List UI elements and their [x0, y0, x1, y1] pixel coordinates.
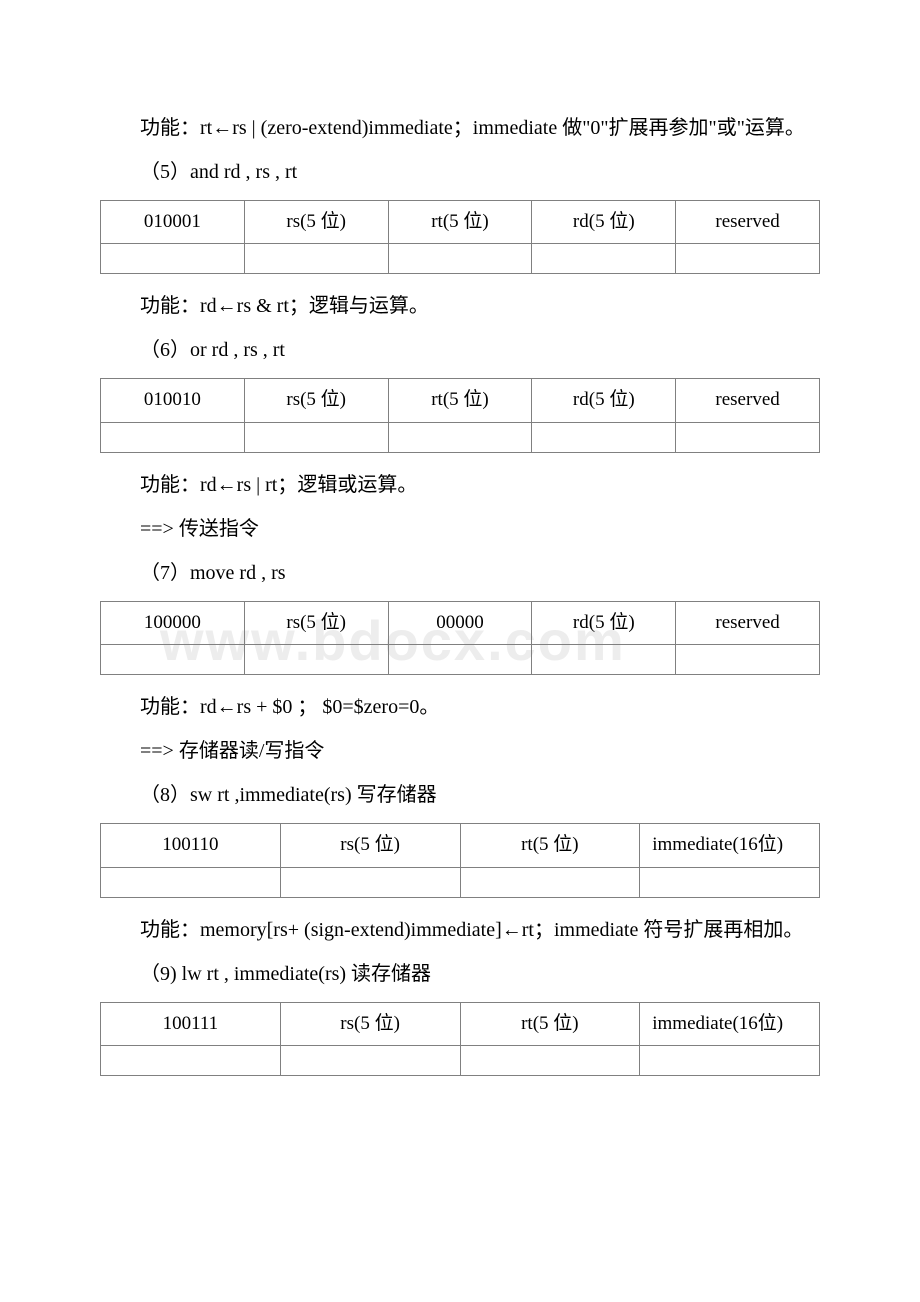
table-row: 010010 rs(5 位) rt(5 位) rd(5 位) reserved: [101, 379, 820, 422]
paragraph-instruction-8: （8）sw rt ,immediate(rs) 写存储器: [100, 779, 820, 811]
cell-rt: rt(5 位): [388, 201, 532, 244]
document-content: 功能：rt←rs | (zero-extend)immediate；immedi…: [100, 112, 820, 1076]
cell-empty: [280, 1045, 460, 1075]
table-row: 100111 rs(5 位) rt(5 位) immediate(16位): [101, 1002, 820, 1045]
cell-immediate: immediate(16位): [640, 1002, 820, 1045]
cell-rs: rs(5 位): [244, 201, 388, 244]
paragraph-instruction-7: （7）move rd , rs: [100, 557, 820, 589]
cell-rt: rt(5 位): [460, 1002, 640, 1045]
paragraph-function-5: 功能：memory[rs+ (sign-extend)immediate]←rt…: [100, 914, 820, 946]
cell-rs: rs(5 位): [244, 601, 388, 644]
cell-empty: [640, 1045, 820, 1075]
cell-opcode: 010010: [101, 379, 245, 422]
cell-rt: rt(5 位): [460, 824, 640, 867]
table-empty-row: [101, 244, 820, 274]
cell-rs: rs(5 位): [244, 379, 388, 422]
paragraph-instruction-6: （6）or rd , rs , rt: [100, 334, 820, 366]
paragraph-section-memory: ==> 存储器读/写指令: [100, 735, 820, 767]
cell-empty: [676, 645, 820, 675]
cell-rd: rd(5 位): [532, 201, 676, 244]
cell-reserved: reserved: [676, 201, 820, 244]
cell-opcode: 100110: [101, 824, 281, 867]
cell-opcode: 100111: [101, 1002, 281, 1045]
cell-empty: [676, 244, 820, 274]
cell-empty: [460, 867, 640, 897]
cell-reserved: reserved: [676, 379, 820, 422]
cell-empty: [532, 422, 676, 452]
cell-rs: rs(5 位): [280, 824, 460, 867]
table-instruction-8: 100110 rs(5 位) rt(5 位) immediate(16位): [100, 823, 820, 897]
cell-empty: [640, 867, 820, 897]
cell-rs: rs(5 位): [280, 1002, 460, 1045]
cell-empty: [244, 645, 388, 675]
paragraph-function-4: 功能：rd←rs + $0 ； $0=$zero=0。: [100, 691, 820, 723]
cell-opcode: 010001: [101, 201, 245, 244]
table-empty-row: [101, 645, 820, 675]
cell-empty: [101, 645, 245, 675]
paragraph-function-3: 功能：rd←rs | rt；逻辑或运算。: [100, 469, 820, 501]
cell-empty: [280, 867, 460, 897]
cell-opcode: 100000: [101, 601, 245, 644]
cell-zero: 00000: [388, 601, 532, 644]
table-empty-row: [101, 867, 820, 897]
table-instruction-9: 100111 rs(5 位) rt(5 位) immediate(16位): [100, 1002, 820, 1076]
table-row: 100000 rs(5 位) 00000 rd(5 位) reserved: [101, 601, 820, 644]
table-empty-row: [101, 422, 820, 452]
cell-rd: rd(5 位): [532, 379, 676, 422]
cell-empty: [460, 1045, 640, 1075]
cell-immediate: immediate(16位): [640, 824, 820, 867]
cell-empty: [244, 244, 388, 274]
table-row: 010001 rs(5 位) rt(5 位) rd(5 位) reserved: [101, 201, 820, 244]
cell-empty: [676, 422, 820, 452]
paragraph-function-2: 功能：rd←rs & rt；逻辑与运算。: [100, 290, 820, 322]
paragraph-section-transfer: ==> 传送指令: [100, 513, 820, 545]
cell-empty: [532, 645, 676, 675]
cell-empty: [101, 867, 281, 897]
cell-empty: [388, 645, 532, 675]
table-instruction-5: 010001 rs(5 位) rt(5 位) rd(5 位) reserved: [100, 200, 820, 274]
paragraph-instruction-5: （5）and rd , rs , rt: [100, 156, 820, 188]
cell-rd: rd(5 位): [532, 601, 676, 644]
table-instruction-6: 010010 rs(5 位) rt(5 位) rd(5 位) reserved: [100, 378, 820, 452]
cell-empty: [388, 244, 532, 274]
cell-empty: [101, 422, 245, 452]
table-empty-row: [101, 1045, 820, 1075]
table-row: 100110 rs(5 位) rt(5 位) immediate(16位): [101, 824, 820, 867]
cell-reserved: reserved: [676, 601, 820, 644]
cell-rt: rt(5 位): [388, 379, 532, 422]
paragraph-function-1: 功能：rt←rs | (zero-extend)immediate；immedi…: [100, 112, 820, 144]
cell-empty: [101, 1045, 281, 1075]
paragraph-instruction-9: （9) lw rt , immediate(rs) 读存储器: [100, 958, 820, 990]
cell-empty: [388, 422, 532, 452]
table-instruction-7: 100000 rs(5 位) 00000 rd(5 位) reserved: [100, 601, 820, 675]
cell-empty: [532, 244, 676, 274]
cell-empty: [101, 244, 245, 274]
cell-empty: [244, 422, 388, 452]
